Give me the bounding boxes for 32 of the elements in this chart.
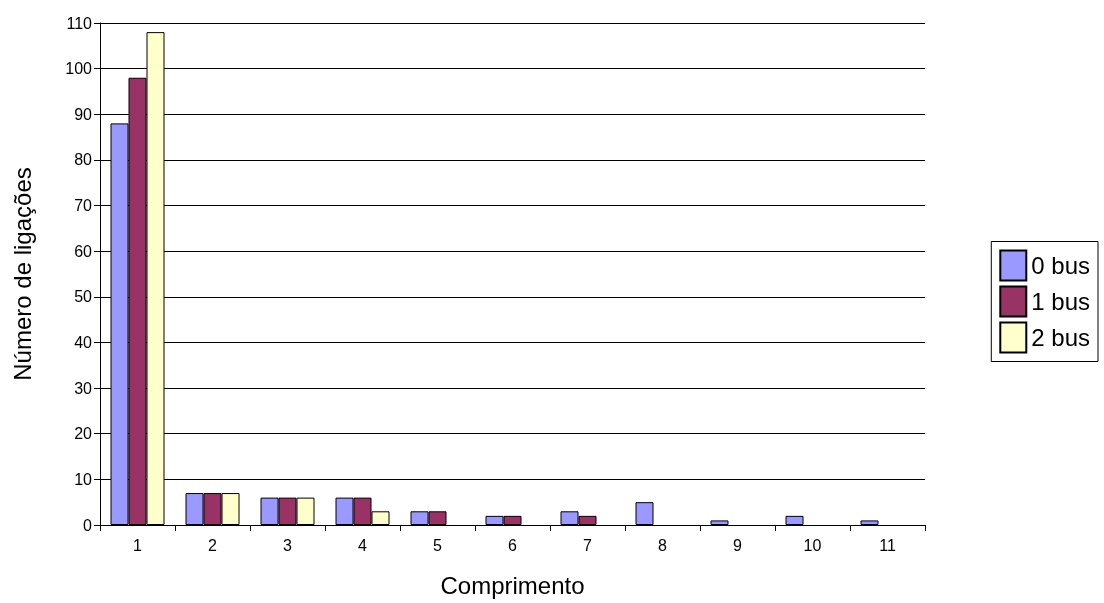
x-tick-label: 6	[508, 536, 518, 554]
x-tick-label: 5	[433, 536, 443, 554]
bar	[785, 515, 804, 525]
legend-label: 2 bus	[1031, 324, 1091, 351]
bar	[710, 520, 729, 525]
y-tick-label: 110	[66, 14, 93, 32]
y-tick-label: 20	[74, 425, 93, 443]
x-tick-label: 4	[358, 536, 368, 554]
y-tick-label: 100	[65, 60, 93, 78]
x-tick-label: 7	[583, 536, 593, 554]
y-tick-label: 30	[74, 379, 93, 397]
x-tick-label: 9	[733, 536, 743, 554]
legend-label: 1 bus	[1031, 288, 1091, 315]
y-tick-label: 60	[74, 242, 93, 260]
y-tick-label: 40	[74, 333, 93, 351]
y-tick-label: 80	[74, 151, 93, 169]
x-tick-label: 3	[283, 536, 293, 554]
y-tick-label: 10	[74, 470, 93, 488]
legend-label: 0 bus	[1031, 252, 1091, 279]
x-tick-label: 11	[879, 536, 896, 554]
x-tick-label: 2	[208, 536, 218, 554]
y-tick-label: 90	[74, 105, 93, 123]
y-tick-label: 50	[74, 288, 93, 306]
x-tick-label: 8	[658, 536, 668, 554]
x-tick-label: 10	[803, 536, 822, 554]
y-axis-title: Número de ligações	[8, 167, 36, 381]
x-tick-label: 1	[133, 536, 143, 554]
x-axis-title: Comprimento	[440, 571, 585, 599]
bar	[635, 502, 654, 525]
y-tick-label: 70	[74, 197, 93, 215]
bar	[860, 520, 879, 525]
y-tick-label: 0	[83, 516, 93, 534]
